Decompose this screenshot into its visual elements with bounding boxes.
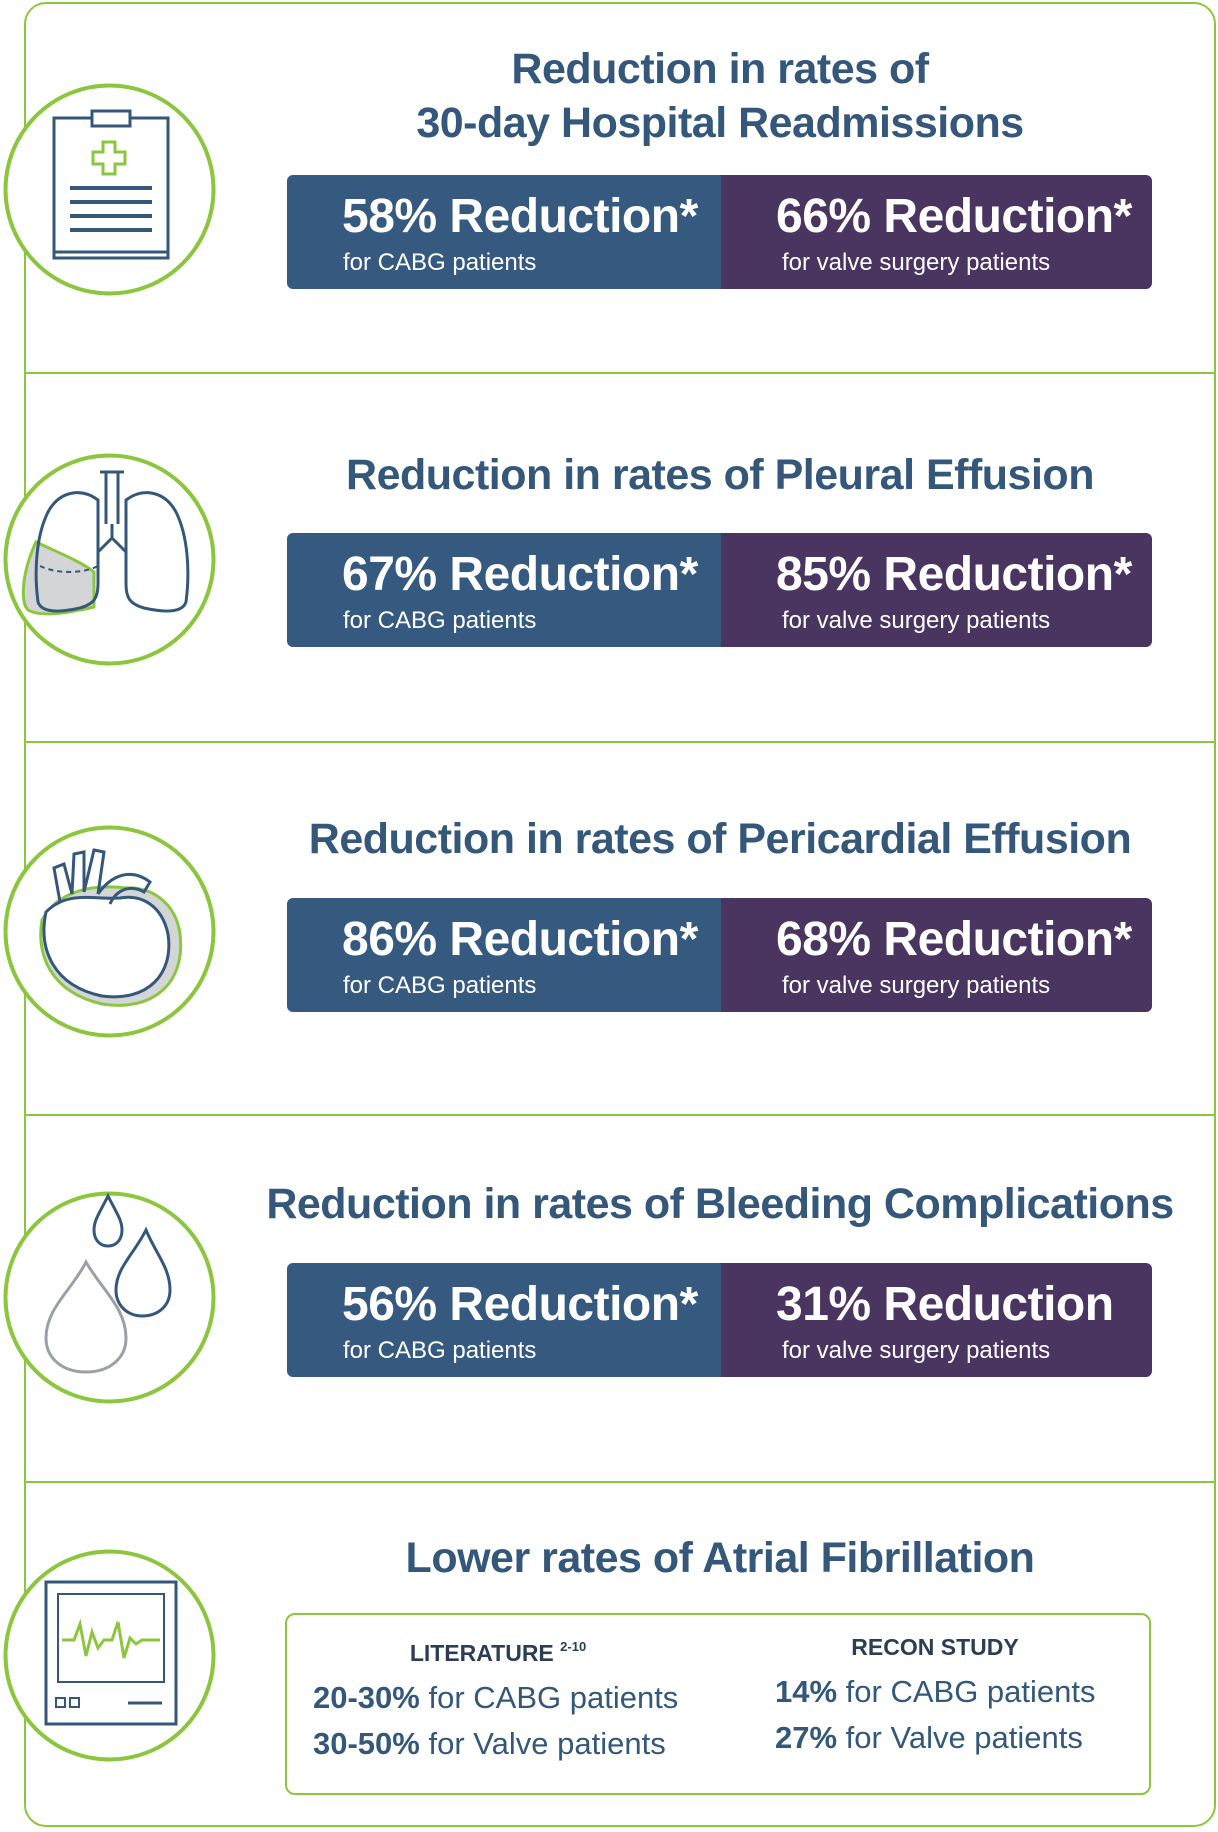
literature-heading-text: LITERATURE — [409, 1640, 554, 1666]
cabg-stat: 56% Reduction* for CABG patients — [287, 1263, 721, 1377]
valve-label: for valve surgery patients — [782, 249, 1051, 276]
title-line: Reduction in rates of Pleural Effusion — [346, 451, 1094, 499]
title-line: Lower rates of Atrial Fibrillation — [405, 1534, 1035, 1582]
title-line: Reduction in rates of Bleeding Complicat… — [266, 1180, 1174, 1228]
recon-column: RECON STUDY 14% for CABG patients 27% fo… — [775, 1633, 1096, 1761]
section-title-pericardial: Reduction in rates of Pericardial Effusi… — [240, 812, 1200, 866]
recon-heading-text: RECON STUDY — [851, 1634, 1019, 1660]
valve-value: 66% Reduction* — [776, 190, 1132, 243]
recon-valve-text: for Valve patients — [837, 1720, 1083, 1755]
title-line: 30-day Hospital Readmissions — [416, 99, 1024, 147]
section-divider — [24, 1481, 1216, 1483]
recon-cabg-text: for CABG patients — [837, 1674, 1096, 1709]
cabg-label: for CABG patients — [343, 1337, 537, 1364]
literature-valve-text: for Valve patients — [419, 1726, 666, 1761]
valve-stat: 68% Reduction* for valve surgery patient… — [721, 898, 1152, 1012]
valve-stat: 85% Reduction* for valve surgery patient… — [721, 533, 1152, 647]
recon-cabg-value: 14% — [775, 1674, 838, 1709]
cabg-label: for CABG patients — [343, 249, 537, 276]
cabg-value: 67% Reduction* — [342, 548, 698, 601]
valve-stat: 66% Reduction* for valve surgery patient… — [721, 175, 1152, 289]
literature-heading: LITERATURE 2-10 — [313, 1633, 683, 1667]
cabg-value: 58% Reduction* — [342, 190, 698, 243]
literature-row-cabg: 20-30% for CABG patients — [313, 1675, 683, 1721]
section-divider — [24, 1114, 1216, 1116]
clipboard-icon — [2, 82, 217, 297]
valve-label: for valve surgery patients — [782, 1337, 1051, 1364]
valve-value: 68% Reduction* — [776, 913, 1132, 966]
stat-bar-readmissions: 58% Reduction* for CABG patients 66% Red… — [287, 175, 1152, 289]
section-title-pleural: Reduction in rates of Pleural Effusion — [240, 448, 1200, 502]
recon-row-cabg: 14% for CABG patients — [775, 1669, 1096, 1715]
stat-bar-pericardial: 86% Reduction* for CABG patients 68% Red… — [287, 898, 1152, 1012]
lungs-icon — [2, 452, 217, 667]
valve-value: 85% Reduction* — [776, 548, 1132, 601]
literature-citation: 2-10 — [560, 1639, 587, 1654]
literature-cabg-value: 20-30% — [313, 1680, 420, 1715]
section-title-bleeding: Reduction in rates of Bleeding Complicat… — [240, 1177, 1200, 1231]
literature-valve-value: 30-50% — [313, 1726, 420, 1761]
recon-heading: RECON STUDY — [775, 1633, 1095, 1661]
cabg-label: for CABG patients — [343, 607, 537, 634]
literature-column: LITERATURE 2-10 20-30% for CABG patients… — [313, 1633, 683, 1767]
literature-row-valve: 30-50% for Valve patients — [313, 1721, 683, 1767]
recon-row-valve: 27% for Valve patients — [775, 1715, 1096, 1761]
cabg-label: for CABG patients — [343, 972, 537, 999]
cabg-stat: 58% Reduction* for CABG patients — [287, 175, 721, 289]
valve-label: for valve surgery patients — [782, 972, 1051, 999]
stat-bar-pleural: 67% Reduction* for CABG patients 85% Red… — [287, 533, 1152, 647]
section-divider — [24, 741, 1216, 743]
blood-drops-icon — [2, 1190, 217, 1405]
cabg-value: 56% Reduction* — [342, 1278, 698, 1331]
heart-icon — [2, 824, 217, 1039]
monitor-icon — [2, 1548, 217, 1763]
cabg-stat: 67% Reduction* for CABG patients — [287, 533, 721, 647]
section-divider — [24, 372, 1216, 374]
recon-valve-value: 27% — [775, 1720, 838, 1755]
valve-value: 31% Reduction — [776, 1278, 1114, 1331]
cabg-value: 86% Reduction* — [342, 913, 698, 966]
title-line: Reduction in rates of Pericardial Effusi… — [308, 815, 1132, 863]
stat-bar-bleeding: 56% Reduction* for CABG patients 31% Red… — [287, 1263, 1152, 1377]
section-title-atrial: Lower rates of Atrial Fibrillation — [240, 1531, 1200, 1585]
cabg-stat: 86% Reduction* for CABG patients — [287, 898, 721, 1012]
valve-label: for valve surgery patients — [782, 607, 1051, 634]
section-title-readmissions: Reduction in rates of 30-day Hospital Re… — [240, 42, 1200, 150]
atrial-comparison-box: LITERATURE 2-10 20-30% for CABG patients… — [285, 1613, 1151, 1795]
literature-cabg-text: for CABG patients — [419, 1680, 679, 1715]
valve-stat: 31% Reduction for valve surgery patients — [721, 1263, 1152, 1377]
title-line: Reduction in rates of — [511, 45, 929, 93]
